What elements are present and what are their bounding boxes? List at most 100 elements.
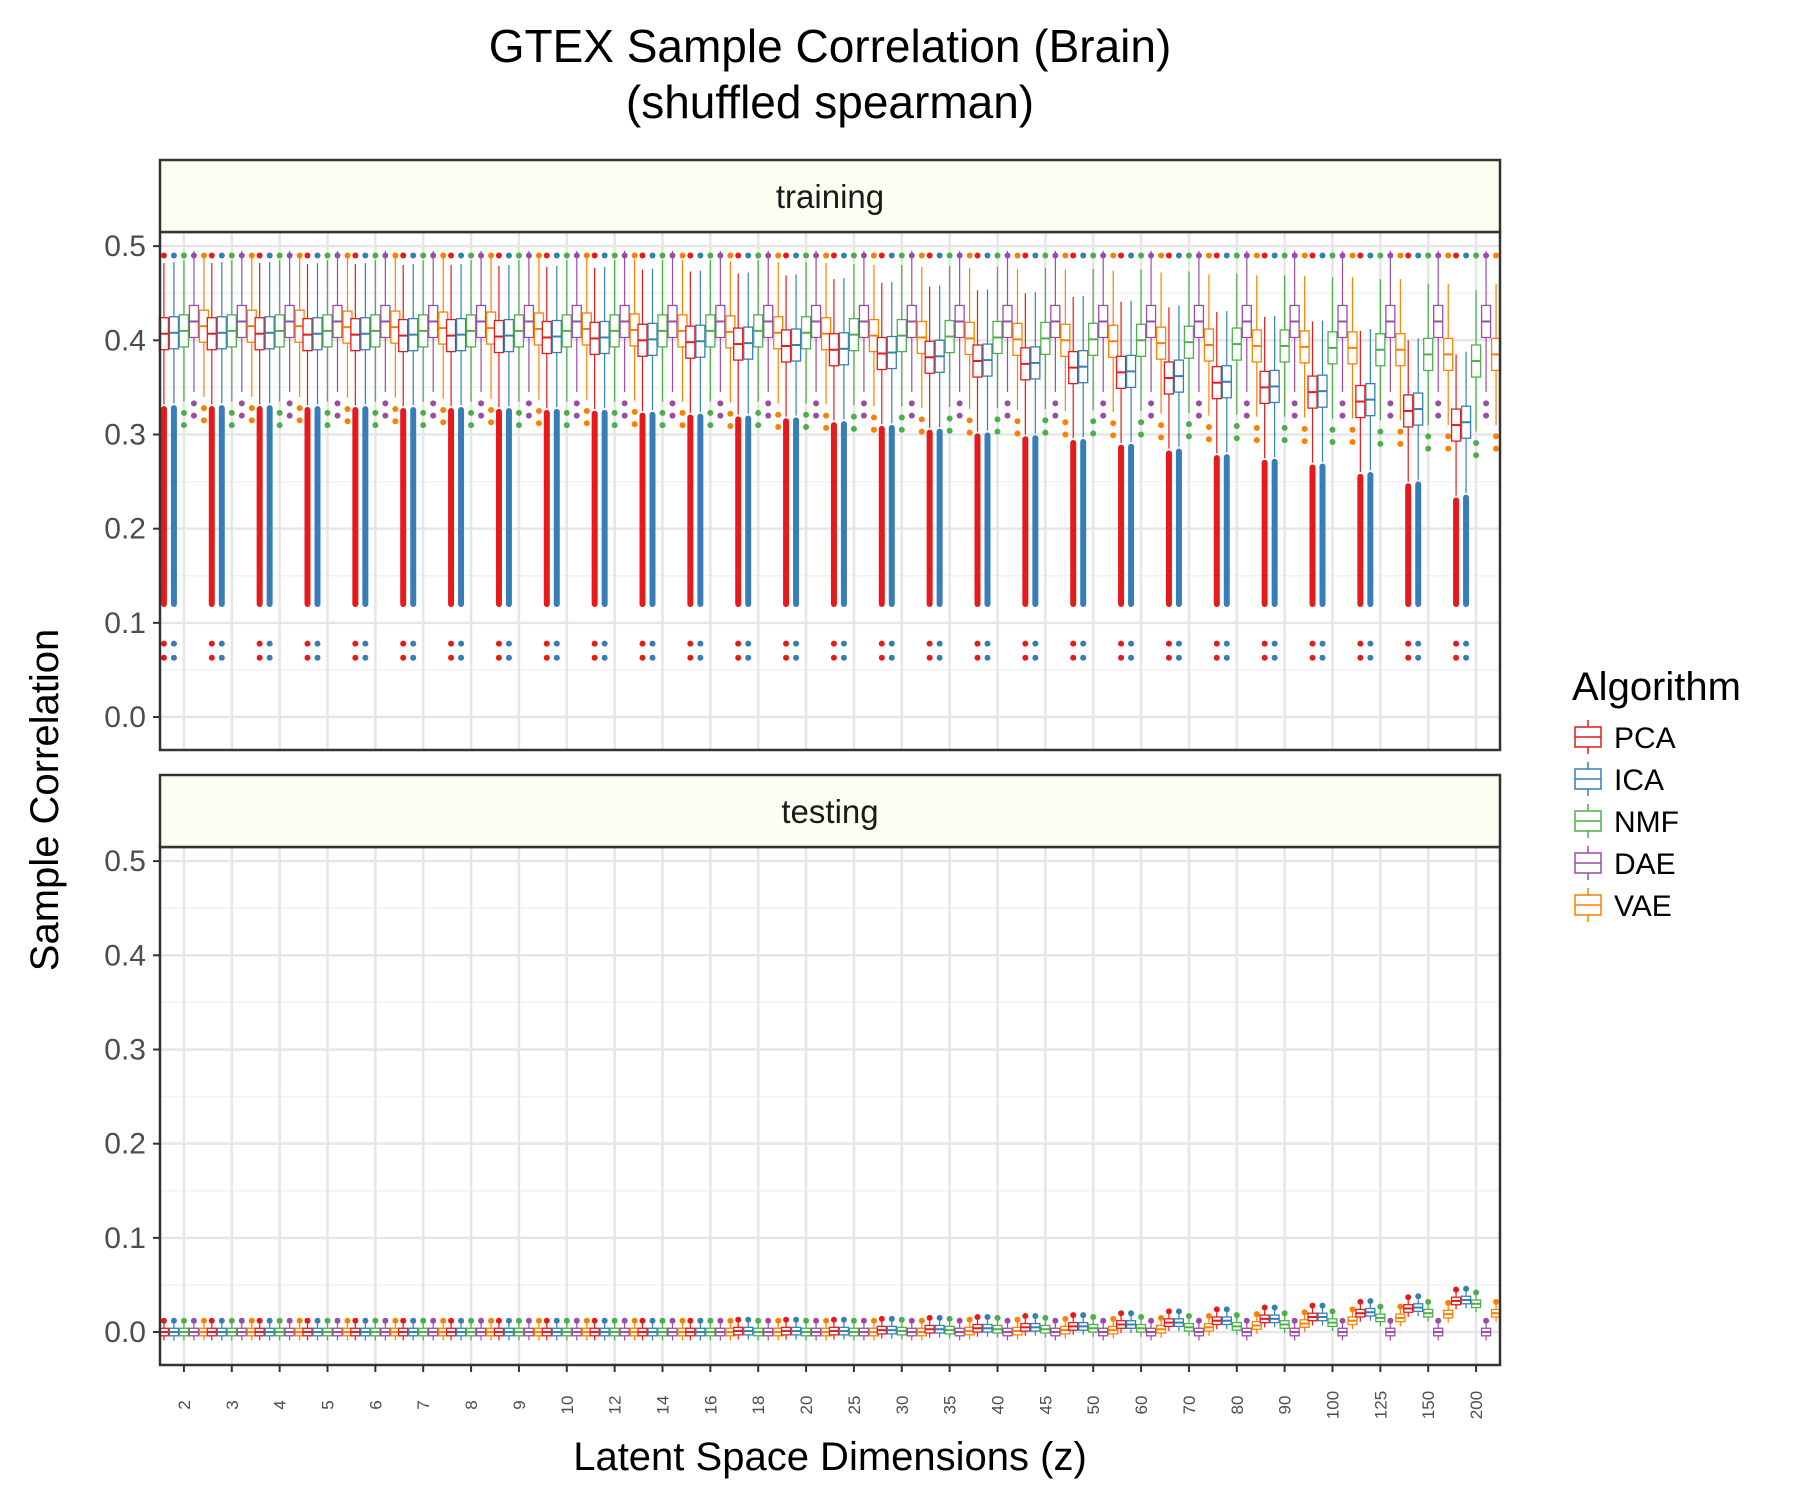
outlier-point — [563, 422, 570, 429]
outlier-point — [898, 1316, 905, 1323]
outlier-point — [591, 654, 598, 661]
outlier-point — [478, 400, 485, 407]
outlier-point — [200, 405, 207, 412]
outlier-point — [410, 640, 417, 647]
outlier-point — [936, 640, 943, 647]
outlier-point — [344, 418, 351, 425]
outlier-point — [745, 654, 752, 661]
outlier-point — [256, 640, 263, 647]
outlier-point — [1309, 640, 1316, 647]
outlier-point — [717, 1317, 724, 1324]
outlier-point — [611, 422, 618, 429]
outlier-point — [362, 654, 369, 661]
outlier-point — [918, 428, 925, 435]
outlier-point — [180, 1317, 187, 1324]
outlier-point — [1377, 428, 1384, 435]
x-tick-label: 35 — [941, 1396, 960, 1415]
outlier-point — [543, 252, 550, 259]
outlier-point — [276, 409, 283, 416]
outlier-point — [984, 1313, 991, 1320]
outlier-point — [1397, 252, 1404, 259]
outlier-point — [1175, 252, 1182, 259]
outlier-point — [573, 252, 580, 259]
outlier-point — [505, 252, 512, 259]
outlier-point — [304, 1317, 311, 1324]
outlier-point — [1339, 252, 1346, 259]
outlier-point — [286, 412, 293, 419]
x-tick-label: 40 — [989, 1396, 1008, 1415]
outlier-point — [1415, 654, 1422, 661]
outlier-point — [1367, 1297, 1374, 1304]
outlier-point — [888, 640, 895, 647]
strip-label-training: training — [776, 178, 884, 215]
legend-label: PCA — [1614, 722, 1676, 755]
outlier-point — [1309, 654, 1316, 661]
legend-item-dae: DAE — [1574, 846, 1676, 881]
outlier-point — [1042, 417, 1049, 424]
outlier-point — [984, 252, 991, 259]
outlier-point — [190, 252, 197, 259]
outlier-point — [334, 252, 341, 259]
outlier-point — [1377, 440, 1384, 447]
outlier-point — [200, 417, 207, 424]
outlier-point — [908, 400, 915, 407]
chart-title-line2: (shuffled spearman) — [626, 76, 1034, 128]
outlier-point — [1233, 423, 1240, 430]
outlier-point — [830, 640, 837, 647]
outlier-point — [314, 252, 321, 259]
outlier-point — [1415, 252, 1422, 259]
outlier-point — [755, 1317, 762, 1324]
outlier-point — [1261, 640, 1268, 647]
x-tick-label: 50 — [1084, 1396, 1103, 1415]
outlier-point — [420, 422, 427, 429]
outlier-point — [256, 252, 263, 259]
outlier-point — [803, 252, 810, 259]
outlier-point — [860, 400, 867, 407]
outlier-point — [878, 1315, 885, 1322]
outlier-point — [200, 252, 207, 259]
panel-background — [160, 847, 1500, 1365]
outlier-point — [1032, 252, 1039, 259]
outlier-point — [813, 400, 820, 407]
outlier-point — [1453, 252, 1460, 259]
outlier-point — [248, 405, 255, 412]
outlier-point — [468, 422, 475, 429]
outlier-point — [505, 1317, 512, 1324]
outlier-point — [823, 1317, 830, 1324]
outlier-point — [1377, 1303, 1384, 1310]
outlier-point — [984, 640, 991, 647]
outlier-point — [563, 252, 570, 259]
outlier-point — [755, 252, 762, 259]
outlier-point — [1463, 640, 1470, 647]
outlier-point — [478, 412, 485, 419]
outlier-point — [525, 252, 532, 259]
outlier-point — [543, 654, 550, 661]
outlier-point — [1233, 252, 1240, 259]
outlier-point — [813, 412, 820, 419]
legend-label: VAE — [1614, 890, 1672, 923]
outlier-point — [974, 252, 981, 259]
outlier-point — [1032, 654, 1039, 661]
outlier-point — [1473, 252, 1480, 259]
outlier-point — [994, 428, 1001, 435]
outlier-point — [256, 654, 263, 661]
outlier-point — [228, 1317, 235, 1324]
outlier-point — [296, 405, 303, 412]
outlier-point — [400, 252, 407, 259]
outlier-point — [1100, 400, 1107, 407]
outlier-point — [745, 1316, 752, 1323]
outlier-point — [1387, 1317, 1394, 1324]
outlier-point — [966, 417, 973, 424]
outlier-point — [344, 406, 351, 413]
outlier-point — [697, 252, 704, 259]
outlier-point — [908, 1317, 915, 1324]
outlier-point — [190, 412, 197, 419]
outlier-point — [238, 252, 245, 259]
outlier-point — [448, 654, 455, 661]
x-tick-label: 125 — [1371, 1391, 1390, 1419]
outlier-point — [543, 1317, 550, 1324]
outlier-point — [1233, 435, 1240, 442]
outlier-point — [639, 640, 646, 647]
outlier-point — [563, 409, 570, 416]
